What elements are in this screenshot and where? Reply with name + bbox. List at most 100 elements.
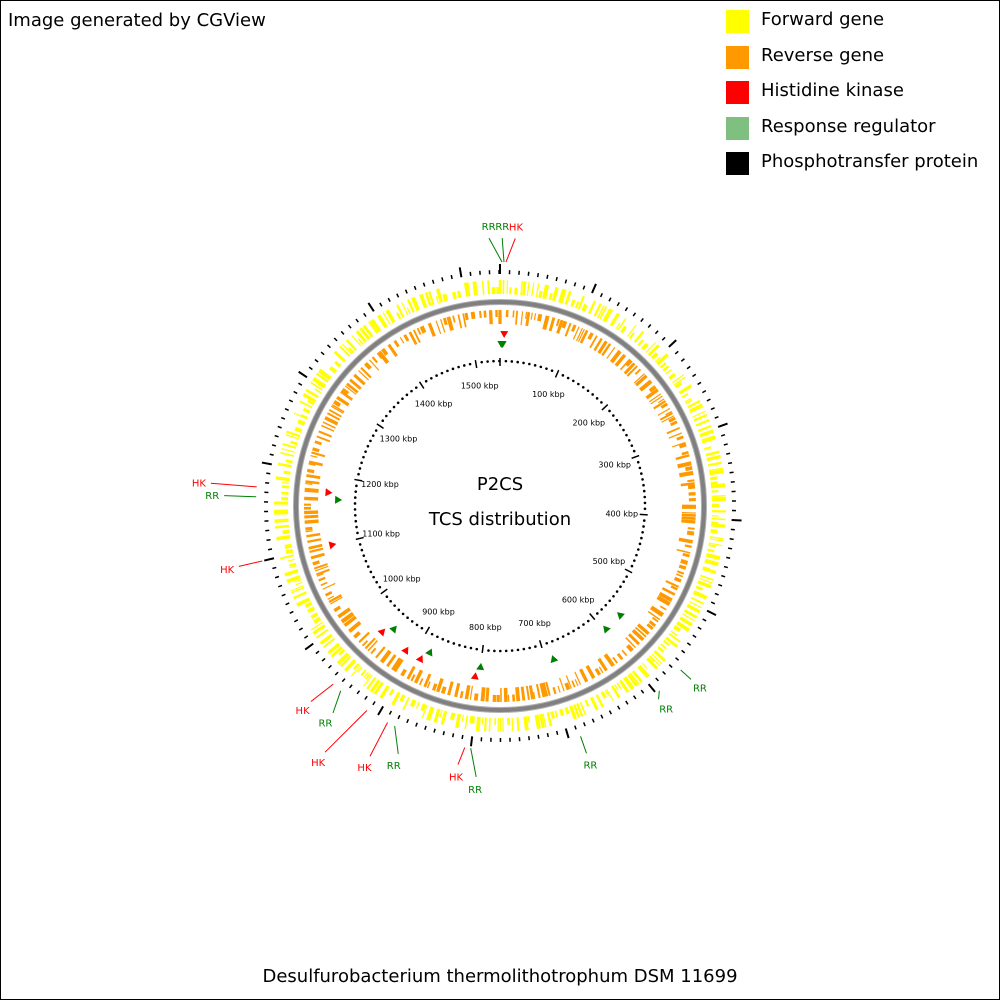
reverse-gene [439, 319, 446, 333]
ruler-label: 1300 kbp [380, 434, 418, 443]
ruler-major-tick [418, 381, 425, 389]
forward-gene [290, 440, 298, 446]
feature-leader-line [224, 495, 257, 498]
outer-tick [574, 725, 577, 730]
forward-gene [687, 399, 701, 409]
ruler-dot [642, 519, 646, 522]
reverse-gene [678, 564, 687, 570]
reverse-gene [340, 391, 353, 401]
ruler-label: 300 kbp [598, 460, 631, 469]
forward-gene [362, 324, 374, 338]
feature-leader-line [658, 690, 660, 700]
forward-gene [488, 717, 491, 732]
outer-tick [413, 285, 417, 291]
ruler-dot [600, 608, 603, 611]
reverse-gene [589, 335, 598, 349]
ruler-dot [550, 369, 554, 372]
reverse-gene [576, 327, 584, 342]
forward-gene [628, 332, 635, 340]
reverse-gene [564, 682, 571, 691]
reverse-gene [328, 408, 342, 418]
reverse-gene [400, 668, 407, 677]
reverse-gene [399, 336, 405, 344]
forward-gene [711, 517, 726, 521]
reverse-gene [340, 390, 354, 401]
reverse-gene [340, 611, 355, 624]
reverse-gene [379, 649, 392, 664]
outer-tick [298, 382, 303, 386]
ruler-dot [630, 564, 634, 568]
reverse-gene [464, 312, 469, 321]
histidine-kinase-marker [325, 488, 333, 497]
forward-gene [281, 448, 296, 453]
outer-tick [461, 734, 464, 740]
forward-gene [554, 710, 558, 718]
ruler-dot [577, 382, 580, 386]
ruler-major-tick [355, 536, 364, 541]
feature-leader-line [394, 726, 399, 755]
reverse-gene [454, 682, 461, 698]
reverse-gene [673, 576, 682, 583]
forward-gene [435, 296, 439, 304]
forward-gene [307, 399, 315, 406]
forward-gene [668, 632, 681, 643]
reverse-gene [393, 339, 400, 348]
reverse-gene [614, 353, 627, 367]
outer-tick [731, 518, 742, 522]
ruler-dot [452, 642, 456, 645]
reverse-gene [403, 334, 410, 342]
forward-gene [353, 663, 360, 671]
outer-tick [537, 734, 540, 739]
forward-gene [523, 716, 529, 731]
forward-gene [283, 470, 291, 475]
forward-gene [382, 312, 391, 325]
reverse-gene [308, 460, 323, 467]
forward-gene [520, 281, 524, 296]
forward-gene [469, 715, 475, 724]
outer-tick [555, 730, 559, 736]
reverse-gene [353, 373, 366, 386]
reverse-gene [577, 328, 585, 343]
forward-gene [345, 339, 358, 352]
reverse-gene [324, 590, 333, 597]
feature-leader-line [505, 238, 516, 263]
response-regulator-marker [603, 625, 611, 634]
reverse-gene [680, 482, 695, 487]
reverse-gene [681, 450, 689, 456]
ruler-dot [360, 461, 363, 465]
reverse-gene [670, 420, 678, 427]
forward-gene [388, 688, 395, 696]
feature-leader-line [501, 237, 505, 263]
ruler-dot [369, 570, 373, 574]
outer-tick [424, 725, 427, 730]
reverse-gene [343, 615, 357, 627]
ruler-dot [463, 364, 466, 367]
outer-tick [608, 710, 613, 715]
reverse-gene [457, 314, 463, 329]
legend-swatch-response-regulator [726, 116, 749, 140]
reverse-gene [309, 547, 324, 554]
forward-gene [542, 284, 550, 300]
forward-gene [428, 291, 435, 306]
reverse-gene [326, 412, 341, 421]
ruler-major-tick [380, 588, 388, 595]
forward-gene [514, 287, 518, 295]
forward-gene [329, 366, 337, 374]
forward-gene [310, 621, 324, 631]
reverse-gene [685, 466, 693, 472]
forward-gene [690, 596, 705, 605]
reverse-gene [525, 311, 531, 327]
outer-tick [304, 635, 309, 639]
forward-gene [277, 462, 292, 468]
outer-tick [647, 683, 656, 693]
reverse-gene [564, 322, 572, 337]
forward-gene [526, 281, 530, 296]
reverse-gene [587, 332, 594, 341]
ruler-label: 700 kbp [518, 619, 551, 628]
forward-gene [274, 518, 289, 523]
reverse-gene [394, 659, 404, 673]
reverse-gene [418, 678, 424, 686]
outer-tick [356, 690, 361, 695]
outer-tick [668, 339, 677, 348]
ruler-dot [436, 635, 439, 639]
